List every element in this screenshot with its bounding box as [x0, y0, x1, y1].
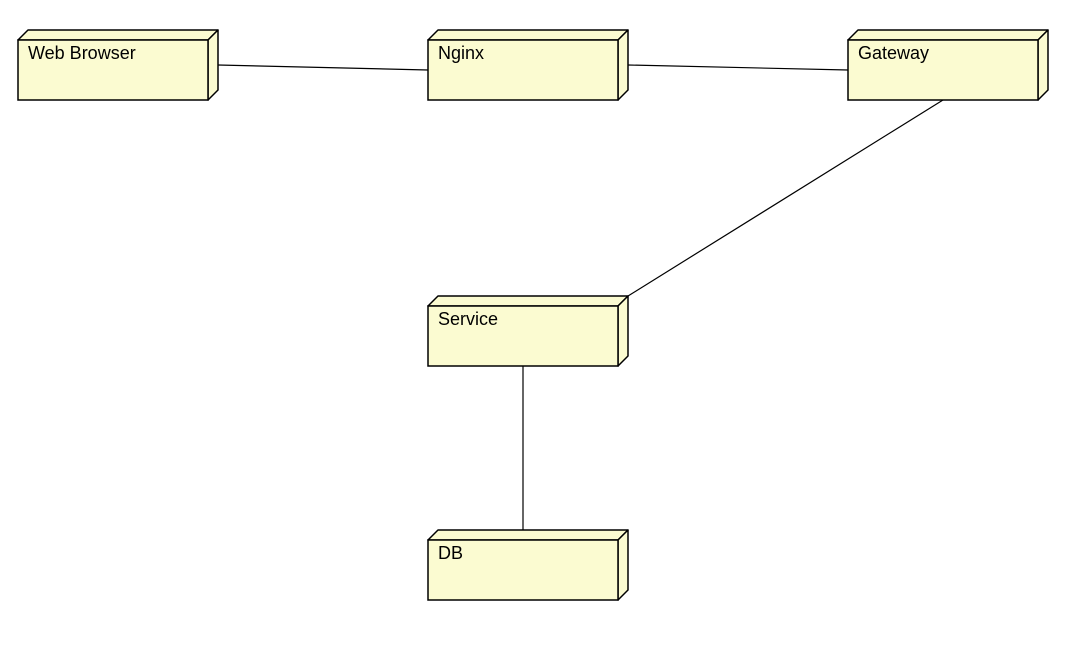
node-nginx-label: Nginx: [438, 43, 484, 63]
node-db: DB: [428, 530, 628, 600]
node-service: Service: [428, 296, 628, 366]
node-db-label: DB: [438, 543, 463, 563]
node-nginx: Nginx: [428, 30, 628, 100]
edge-gateway-service: [628, 100, 943, 296]
node-browser: Web Browser: [18, 30, 218, 100]
nodes-layer: Web Browser Nginx Gateway Service DB: [18, 30, 1048, 600]
edge-browser-nginx: [218, 65, 428, 70]
node-service-label: Service: [438, 309, 498, 329]
edge-nginx-gateway: [628, 65, 848, 70]
node-gateway: Gateway: [848, 30, 1048, 100]
node-gateway-label: Gateway: [858, 43, 929, 63]
architecture-diagram: Web Browser Nginx Gateway Service DB: [0, 0, 1080, 645]
node-browser-label: Web Browser: [28, 43, 136, 63]
